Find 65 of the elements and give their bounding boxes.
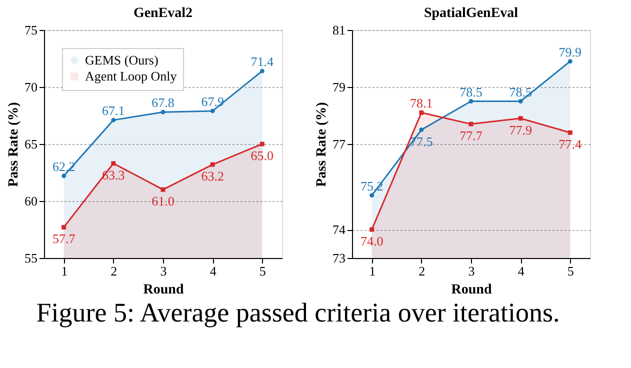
y-tick-label: 77	[332, 136, 346, 152]
y-axis-title: Pass Rate (%)	[6, 102, 22, 187]
x-tick-label: 1	[369, 264, 376, 278]
data-label: 74.0	[360, 234, 384, 248]
data-label: 71.4	[250, 54, 274, 70]
point	[62, 224, 66, 230]
chart-title: SpatialGenEval	[424, 6, 518, 21]
data-label: 57.7	[52, 231, 76, 246]
data-label: 77.7	[460, 128, 483, 144]
data-label: 61.0	[152, 194, 174, 209]
y-tick-label: 70	[24, 80, 38, 94]
x-tick-label: 5	[259, 264, 266, 278]
x-tick-label: 3	[468, 264, 475, 278]
chart-title: GenEval2	[133, 6, 193, 21]
point	[518, 99, 523, 104]
x-tick-label: 1	[61, 264, 68, 278]
y-tick-label: 55	[24, 250, 38, 266]
point	[260, 142, 264, 146]
caption: Figure 5: Average passed criteria over iterations.	[36, 298, 560, 328]
x-tick-label: 5	[567, 264, 574, 278]
point	[111, 161, 116, 166]
data-label: 78.5	[509, 84, 532, 100]
y-tick-label: 75	[24, 22, 38, 38]
point	[468, 122, 474, 126]
y-tick-label: 81	[332, 22, 346, 38]
x-tick-label: 2	[110, 264, 118, 278]
y-tick-label: 73	[332, 250, 346, 266]
x-axis-title: Round	[143, 282, 184, 298]
x-axis-title: Round	[451, 282, 492, 298]
data-label: 78.5	[460, 84, 482, 100]
point	[419, 128, 424, 132]
y-tick-label: 74	[332, 222, 346, 237]
point	[568, 59, 572, 64]
point	[370, 193, 374, 198]
data-label: 77.4	[558, 136, 582, 152]
legend-label: GEMS (Ours)	[85, 52, 158, 68]
point	[568, 130, 572, 135]
data-label: 67.1	[102, 103, 125, 118]
y-tick-label: 60	[24, 194, 38, 208]
y-tick-label: 65	[24, 136, 38, 152]
point	[419, 110, 424, 115]
point	[210, 108, 215, 114]
point	[62, 174, 66, 178]
data-label: 67.9	[201, 94, 224, 109]
data-label: 78.1	[410, 96, 433, 111]
data-label: 67.8	[152, 95, 174, 110]
point	[518, 116, 523, 121]
point	[468, 99, 474, 104]
data-label: 79.9	[558, 44, 582, 60]
point	[160, 110, 166, 114]
x-tick-label: 4	[210, 264, 217, 278]
y-axis-title: Pass Rate (%)	[314, 102, 330, 187]
x-tick-label: 4	[518, 264, 525, 278]
y-tick-label: 79	[332, 80, 346, 94]
x-tick-label: 3	[160, 264, 167, 278]
point	[260, 68, 264, 74]
point	[160, 187, 166, 192]
point	[210, 162, 215, 167]
data-label: 65.0	[250, 148, 274, 163]
point	[370, 227, 374, 232]
data-label: 63.2	[201, 168, 224, 184]
point	[111, 118, 116, 122]
data-label: 77.9	[509, 122, 532, 138]
legend-label: Agent Loop Only	[85, 68, 178, 84]
x-tick-label: 2	[418, 264, 426, 278]
